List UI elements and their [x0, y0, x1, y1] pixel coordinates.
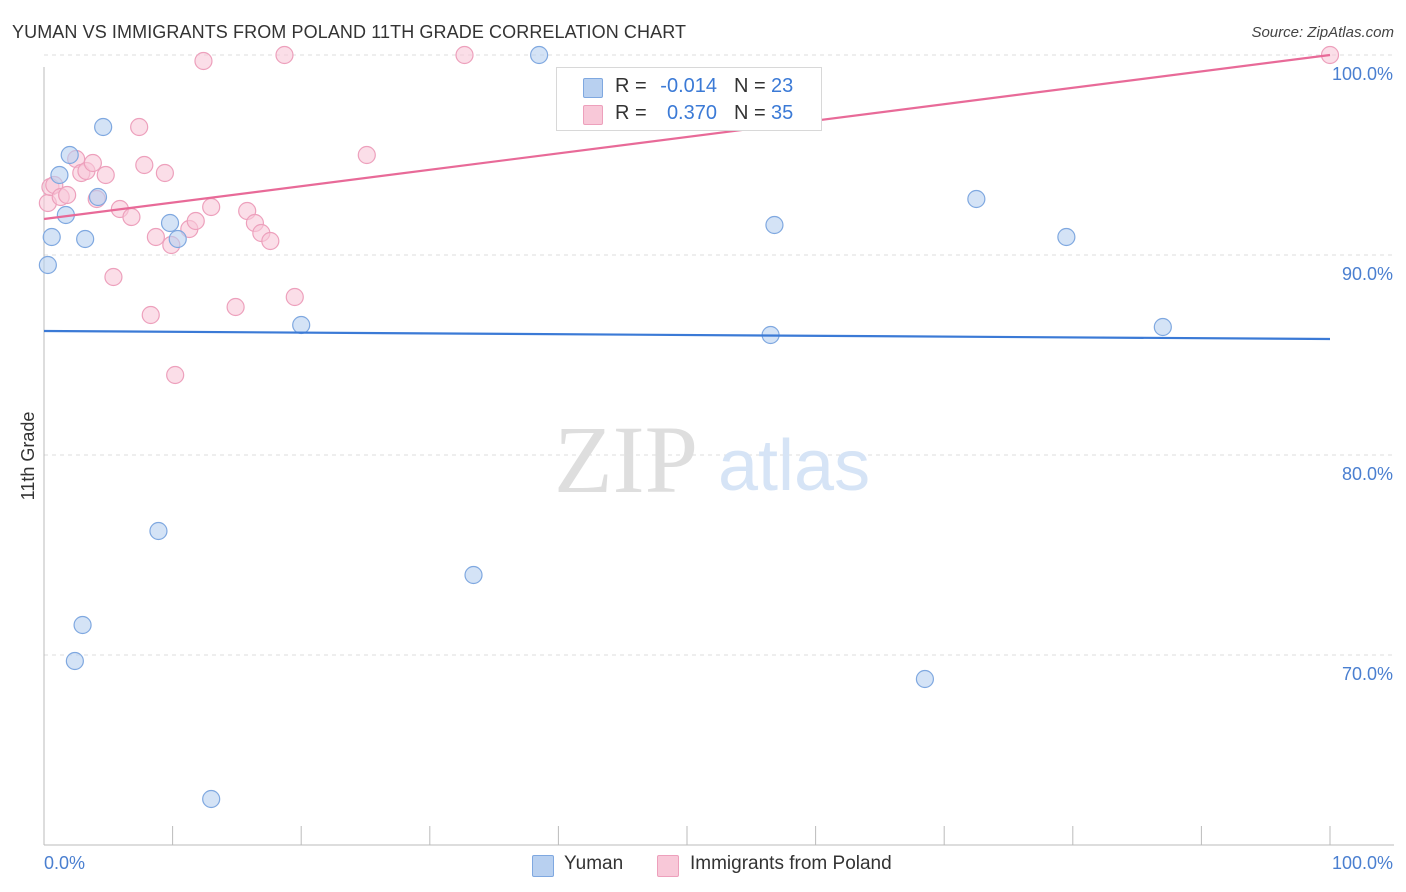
tick-labels: 70.0% 80.0% 90.0% 100.0% 0.0% 100.0%	[44, 64, 1393, 873]
point-poland	[104, 267, 123, 287]
legend-n-label: N =	[734, 75, 766, 97]
point-yuman	[292, 315, 311, 335]
legend-r-value: 0.370	[666, 102, 717, 124]
point-yuman	[60, 145, 79, 165]
point-poland	[226, 297, 245, 317]
point-yuman	[168, 229, 187, 249]
trend-line-poland	[43, 53, 1331, 221]
point-yuman	[65, 651, 84, 671]
legend-n-value: 23	[771, 75, 794, 97]
bottom-legend-yuman[interactable]: Yuman	[532, 852, 652, 877]
y-tick-label: 80.0%	[1342, 464, 1393, 484]
legend-swatch-yuman	[583, 78, 603, 98]
point-poland	[135, 155, 154, 175]
watermark: ZIP atlas	[554, 406, 870, 513]
y-tick-label: 100.0%	[1332, 64, 1393, 84]
point-yuman	[160, 213, 180, 233]
point-poland	[455, 45, 474, 65]
trend-lines	[43, 53, 1331, 341]
point-yuman	[915, 669, 935, 689]
point-poland	[141, 305, 160, 325]
legend-row-poland: R = 0.370 N = 35	[557, 101, 821, 127]
y-axis-label: 11th Grade	[18, 412, 38, 501]
point-yuman	[1153, 317, 1172, 337]
source-credit: Source: ZipAtlas.com	[1251, 24, 1394, 41]
data-points	[38, 45, 1340, 809]
watermark-zip: ZIP	[554, 406, 698, 513]
bottom-swatch-poland	[657, 855, 679, 877]
point-poland	[166, 365, 185, 385]
trend-line-yuman	[43, 329, 1331, 341]
point-poland	[122, 207, 141, 227]
point-poland	[202, 197, 221, 217]
point-poland	[83, 153, 102, 173]
point-yuman	[50, 165, 69, 185]
grid-lines	[44, 54, 1394, 656]
point-poland	[96, 165, 115, 185]
legend-row-yuman: R = -0.014 N = 23	[557, 74, 821, 100]
point-yuman	[76, 229, 95, 249]
point-yuman	[149, 521, 168, 541]
legend-r-label: R =	[615, 102, 647, 124]
point-poland	[130, 117, 149, 137]
point-poland	[261, 231, 280, 251]
point-poland	[186, 211, 205, 231]
point-yuman	[94, 117, 113, 137]
point-yuman	[1057, 227, 1076, 247]
bottom-label-poland: Immigrants from Poland	[690, 853, 892, 874]
point-poland	[357, 145, 376, 165]
point-poland	[58, 185, 77, 205]
point-poland	[194, 51, 213, 71]
correlation-legend: R = -0.014 N = 23 R = 0.370 N = 35	[556, 67, 822, 131]
chart-title: YUMAN VS IMMIGRANTS FROM POLAND 11TH GRA…	[12, 22, 687, 42]
point-yuman	[765, 215, 784, 235]
point-poland	[285, 287, 304, 307]
point-yuman	[530, 45, 549, 65]
legend-r-label: R =	[615, 75, 647, 97]
point-poland	[155, 163, 174, 183]
point-poland	[146, 227, 165, 247]
point-poland	[275, 45, 294, 65]
point-yuman	[73, 615, 92, 635]
point-yuman	[38, 255, 57, 275]
bottom-swatch-yuman	[532, 855, 554, 877]
y-tick-label: 70.0%	[1342, 664, 1393, 684]
watermark-atlas: atlas	[718, 426, 870, 506]
point-yuman	[202, 789, 221, 809]
y-tick-label: 90.0%	[1342, 264, 1393, 284]
point-yuman	[88, 187, 108, 207]
x-tick-label: 0.0%	[44, 853, 85, 873]
legend-swatch-poland	[583, 105, 603, 125]
point-yuman	[967, 189, 986, 209]
bottom-legend-poland[interactable]: Immigrants from Poland	[657, 852, 917, 877]
legend-n-label: N =	[734, 102, 766, 124]
point-yuman	[42, 227, 61, 247]
legend-r-value: -0.014	[660, 75, 717, 97]
legend-n-value: 35	[771, 102, 794, 124]
point-yuman	[464, 565, 483, 585]
bottom-label-yuman: Yuman	[564, 853, 624, 874]
x-tick-label: 100.0%	[1332, 853, 1393, 873]
